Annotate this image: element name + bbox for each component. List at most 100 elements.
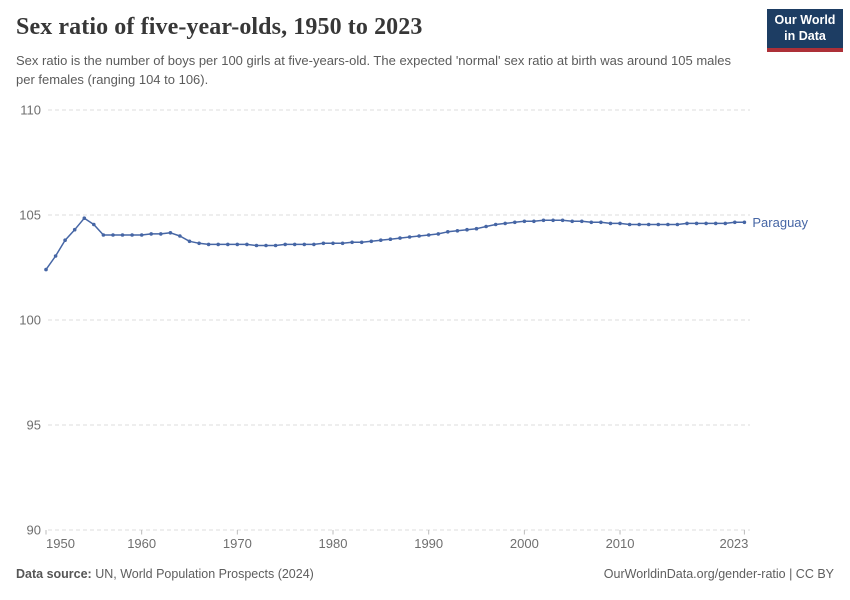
chart-subtitle: Sex ratio is the number of boys per 100 … bbox=[16, 53, 732, 87]
data-point bbox=[283, 242, 288, 247]
data-point bbox=[149, 232, 153, 236]
data-point bbox=[264, 243, 268, 248]
data-point bbox=[187, 239, 192, 244]
chart-footer: Data source: UN, World Population Prospe… bbox=[16, 567, 834, 581]
data-point bbox=[723, 221, 728, 226]
data-point bbox=[178, 234, 182, 238]
data-point bbox=[206, 242, 211, 247]
data-point bbox=[340, 241, 345, 246]
data-point bbox=[130, 233, 134, 237]
logo-line-1: Our World bbox=[774, 13, 836, 28]
data-point bbox=[426, 233, 431, 237]
data-point bbox=[417, 234, 421, 238]
x-axis-label-1970: 1970 bbox=[223, 536, 252, 551]
x-axis-label-1980: 1980 bbox=[319, 536, 348, 551]
data-point bbox=[120, 233, 125, 237]
data-point bbox=[713, 221, 718, 226]
data-point bbox=[436, 232, 441, 236]
y-axis-label-95: 95 bbox=[27, 418, 41, 433]
data-point bbox=[627, 222, 632, 227]
data-point bbox=[675, 222, 680, 227]
data-point bbox=[369, 239, 374, 244]
data-point bbox=[589, 220, 594, 225]
data-point bbox=[53, 254, 58, 258]
data-point bbox=[398, 236, 402, 240]
data-point bbox=[168, 231, 173, 235]
data-point bbox=[312, 242, 316, 247]
entity-label: Paraguay bbox=[752, 215, 808, 230]
data-point bbox=[637, 222, 641, 227]
data-point bbox=[245, 242, 249, 247]
data-source: Data source: UN, World Population Prospe… bbox=[16, 567, 314, 581]
data-point bbox=[522, 219, 527, 224]
data-point bbox=[111, 233, 115, 237]
data-point bbox=[570, 219, 574, 224]
data-point bbox=[350, 240, 354, 245]
x-axis-label-2010: 2010 bbox=[606, 536, 635, 551]
data-point bbox=[321, 241, 326, 246]
x-axis-label-1990: 1990 bbox=[414, 536, 443, 551]
x-axis-label-2000: 2000 bbox=[510, 536, 539, 551]
data-point bbox=[532, 219, 536, 224]
data-point bbox=[92, 222, 96, 227]
data-point bbox=[388, 237, 393, 241]
data-point bbox=[666, 222, 670, 227]
data-point bbox=[379, 238, 383, 242]
y-axis-label-90: 90 bbox=[27, 523, 41, 538]
data-point bbox=[159, 232, 163, 236]
data-point bbox=[226, 242, 230, 247]
data-point bbox=[446, 230, 450, 234]
x-axis-label-2023: 2023 bbox=[719, 536, 748, 551]
data-point bbox=[359, 240, 364, 245]
data-point bbox=[72, 227, 77, 232]
x-axis-label-1960: 1960 bbox=[127, 536, 156, 551]
data-source-label: Data source: bbox=[16, 567, 92, 581]
data-point bbox=[235, 242, 240, 247]
data-point bbox=[513, 220, 517, 225]
data-point bbox=[139, 233, 144, 237]
data-point bbox=[273, 243, 278, 248]
line-chart: 110 105 100 95 90 1950 1960 1970 1980 1990 2000 201… bbox=[19, 103, 808, 552]
owid-logo: Our World in Data bbox=[767, 9, 843, 52]
data-point bbox=[292, 242, 297, 247]
data-point bbox=[694, 221, 699, 226]
data-point bbox=[331, 241, 335, 246]
data-point bbox=[82, 216, 87, 220]
data-point bbox=[493, 222, 498, 227]
data-point bbox=[580, 219, 584, 224]
data-point bbox=[646, 222, 651, 227]
data-point bbox=[733, 220, 737, 225]
data-point bbox=[63, 238, 67, 242]
data-point bbox=[407, 235, 412, 239]
data-point bbox=[551, 218, 555, 223]
data-point bbox=[216, 242, 220, 247]
data-point bbox=[541, 218, 546, 223]
data-point bbox=[474, 226, 479, 231]
data-point bbox=[455, 229, 460, 233]
data-point bbox=[465, 227, 469, 232]
data-point bbox=[656, 222, 661, 227]
data-point bbox=[197, 241, 201, 246]
data-point bbox=[599, 220, 603, 225]
x-axis-label-1950: 1950 bbox=[46, 536, 75, 551]
data-point bbox=[44, 267, 48, 272]
page-title: Sex ratio of five-year-olds, 1950 to 202… bbox=[16, 14, 423, 40]
data-point bbox=[503, 221, 508, 226]
data-point bbox=[608, 221, 613, 226]
credit-line: OurWorldinData.org/gender-ratio | CC BY bbox=[603, 567, 834, 581]
data-point bbox=[484, 224, 488, 229]
y-axis-label-110: 110 bbox=[20, 103, 41, 118]
y-axis-label-100: 100 bbox=[19, 313, 41, 328]
data-point bbox=[254, 243, 259, 248]
data-point bbox=[560, 218, 565, 223]
data-point bbox=[704, 221, 708, 226]
data-source-text: UN, World Population Prospects (2024) bbox=[91, 567, 314, 581]
data-point bbox=[101, 233, 106, 237]
data-point bbox=[742, 220, 747, 225]
y-axis-label-105: 105 bbox=[19, 208, 41, 223]
logo-line-2: in Data bbox=[784, 28, 826, 43]
data-point bbox=[618, 221, 622, 226]
data-point bbox=[685, 221, 689, 226]
data-point bbox=[302, 242, 307, 247]
